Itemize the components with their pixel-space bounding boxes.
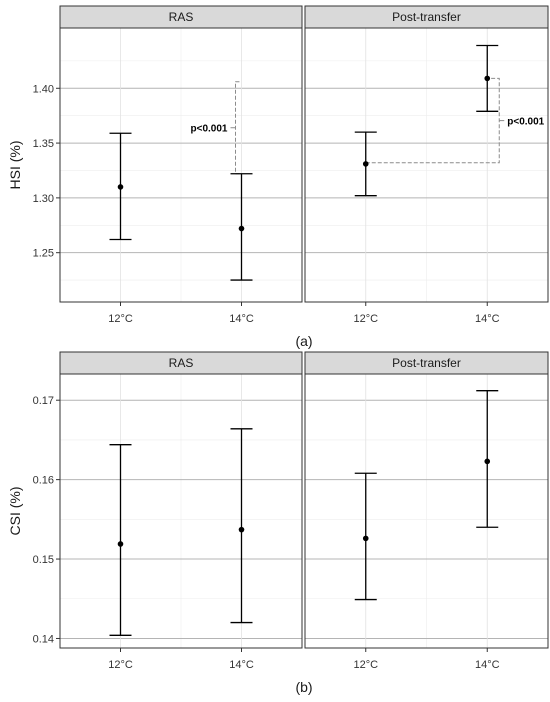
panel-border — [59, 373, 303, 649]
y-tick-label: 0.17 — [33, 395, 54, 407]
x-tick-label: 12°C — [353, 659, 378, 671]
errorbar — [354, 131, 377, 197]
x-tick-label: 14°C — [475, 659, 500, 671]
mean-point — [238, 225, 245, 232]
errorbar — [109, 132, 132, 241]
mean-point — [238, 526, 245, 533]
errorbar — [476, 44, 499, 112]
y-tick-label: 0.16 — [33, 475, 54, 487]
mean-point — [484, 75, 491, 82]
panel-post-transfer: Post-transfer 12°C 14°C — [304, 351, 549, 671]
errorbar — [109, 444, 132, 636]
x-tick-label: 12°C — [353, 313, 378, 325]
panel-post-transfer: Post-transfer p<0.001 12°C 14°C — [304, 5, 549, 325]
significance-label: p<0.001 — [191, 124, 228, 135]
chart-hsi: RAS p<0.001 12°C 14°C 1.25 1.30 1.35 1.40 Post-t… — [7, 5, 549, 349]
mean-point — [362, 161, 369, 167]
y-tick-label: 0.14 — [33, 633, 54, 645]
mean-point — [117, 184, 124, 190]
x-tick-label: 12°C — [108, 659, 133, 671]
panel-strip-label: RAS — [169, 356, 194, 370]
chart-csi: RAS 12°C 14°C 0.14 0.15 0.16 0.17 Post-transfer… — [7, 351, 549, 695]
errorbar — [354, 472, 377, 601]
errorbar — [476, 390, 499, 528]
y-axis-title: HSI (%) — [7, 141, 23, 190]
x-tick-label: 14°C — [229, 659, 254, 671]
panel-strip-label: Post-transfer — [392, 356, 461, 370]
panel-ras: RAS 12°C 14°C 0.14 0.15 0.16 0.17 — [33, 351, 303, 671]
y-tick-label: 1.25 — [33, 248, 54, 260]
figure-caption: (b) — [295, 679, 312, 695]
figure-caption: (a) — [295, 333, 312, 349]
panel-border — [304, 27, 549, 303]
panel-border — [304, 373, 549, 649]
x-tick-label: 12°C — [108, 313, 133, 325]
panel-border — [59, 27, 303, 303]
significance-label: p<0.001 — [507, 117, 544, 128]
y-tick-label: 1.30 — [33, 193, 54, 205]
mean-point — [362, 535, 369, 542]
x-tick-label: 14°C — [475, 313, 500, 325]
y-tick-label: 1.40 — [33, 83, 54, 95]
errorbar — [230, 173, 253, 281]
mean-point — [484, 458, 491, 465]
panel-strip-label: RAS — [169, 10, 194, 24]
panel-strip-label: Post-transfer — [392, 10, 461, 24]
errorbar — [230, 428, 253, 624]
y-tick-label: 1.35 — [33, 138, 54, 150]
x-tick-label: 14°C — [229, 313, 254, 325]
panel-ras: RAS p<0.001 12°C 14°C 1.25 1.30 1.35 1.40 — [33, 5, 303, 325]
mean-point — [117, 541, 124, 547]
y-axis-title: CSI (%) — [7, 487, 23, 536]
y-tick-label: 0.15 — [33, 554, 54, 566]
